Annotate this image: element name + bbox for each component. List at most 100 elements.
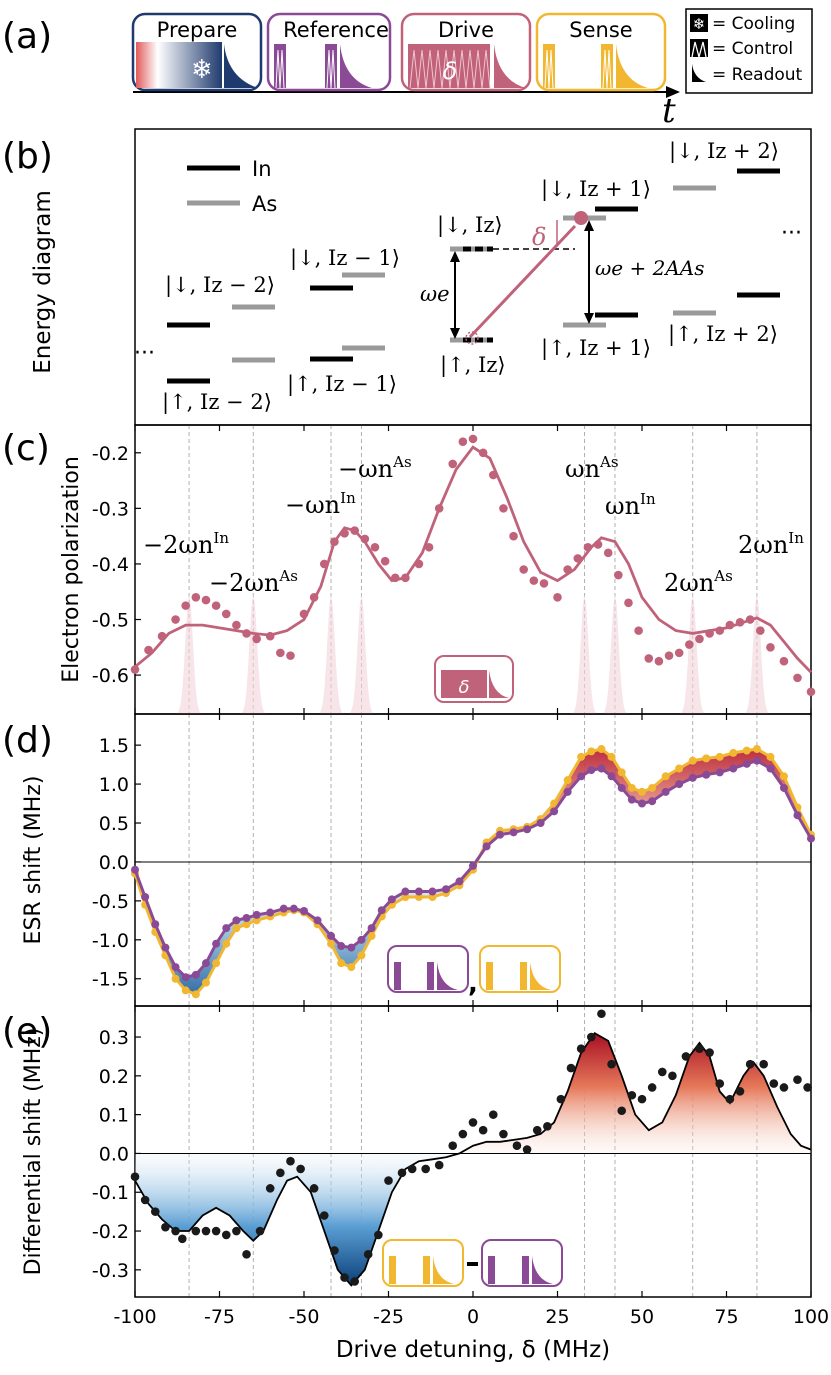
cooling-legend-icon [690, 14, 708, 32]
x-tick-label: -50 [288, 1306, 319, 1328]
state-down-m2: |↓, Iz − 2⟩ [165, 273, 275, 298]
sense-series-point [752, 745, 761, 754]
differential-point [543, 1121, 552, 1131]
sense-series-point [729, 748, 738, 757]
polarization-point [221, 609, 231, 619]
polarization-point [583, 542, 593, 552]
differential-point [363, 1250, 373, 1259]
reference-series-point [779, 783, 788, 792]
panel-e-label: (e) [2, 1011, 52, 1052]
polarization-point [573, 554, 583, 563]
differential-point [512, 1141, 522, 1150]
polarization-point [593, 540, 603, 549]
sense-label: Sense [569, 18, 632, 42]
differential-point [374, 1230, 383, 1240]
polarization-point [370, 542, 380, 552]
x-tick-label: 25 [545, 1306, 569, 1328]
sense-series-point [171, 974, 180, 983]
differential-point [627, 1090, 637, 1100]
reference-series-point [597, 764, 606, 773]
polarization-point [265, 631, 275, 641]
reference-series-point [266, 908, 275, 917]
x-tick-label: 50 [630, 1306, 654, 1328]
polarization-point [509, 531, 518, 541]
reference-series-point [752, 756, 761, 765]
state-down-0: |↓, Iz⟩ [437, 213, 503, 238]
y-tick-label: 0.2 [99, 1066, 129, 1088]
polarization-point [252, 634, 261, 644]
differential-point [150, 1207, 160, 1216]
reference-series-point [577, 772, 586, 781]
polarization-fit-line [134, 445, 813, 674]
sense-series-point [617, 768, 626, 777]
resonance-peak [239, 594, 267, 714]
state-down-m1: |↓, Iz − 1⟩ [290, 246, 400, 271]
panel-b: (b) Energy diagram In As [2, 128, 812, 426]
sense-series-point [232, 924, 241, 933]
peak-label: −2ωnAs [209, 567, 298, 597]
polarization-point [468, 434, 478, 444]
polarization-point [458, 437, 468, 446]
reference-series-point [428, 887, 437, 896]
reference-series-point [742, 759, 751, 768]
drive-arrow [468, 224, 577, 339]
reference-series-point [289, 904, 298, 913]
polarization-point [539, 579, 549, 588]
reference-series-point [648, 797, 657, 806]
y-tick-label: 1.5 [99, 735, 129, 757]
reference-series-point [222, 924, 231, 933]
reference-series-point [401, 887, 410, 896]
x-axis-label: Drive detuning, δ (MHz) [336, 1337, 610, 1363]
reference-series-point [212, 939, 221, 948]
differential-point [265, 1184, 275, 1193]
reference-series-point [141, 892, 150, 901]
sense-series-point [181, 986, 190, 995]
legend-control: = Control [712, 39, 793, 59]
differential-point [171, 1226, 180, 1236]
differential-fit-line [134, 1032, 812, 1287]
polarization-point [340, 529, 349, 538]
polarization-point [171, 615, 180, 624]
reference-series-point [191, 970, 200, 979]
differential-point [607, 1059, 616, 1069]
svg-text:δ: δ [458, 677, 469, 698]
omega-e-2a-arrowhead-bottom [584, 313, 594, 324]
peak-label: ωnAs [565, 453, 619, 483]
sense-series-point [675, 764, 684, 773]
polarization-point [715, 626, 725, 635]
differential-point [309, 1184, 319, 1193]
polarization-point [634, 626, 643, 635]
polarization-point [779, 656, 789, 666]
differential-point [647, 1083, 657, 1092]
sense-series-line [133, 747, 813, 997]
differential-point [735, 1087, 745, 1096]
y-tick-label: -0.6 [92, 665, 129, 687]
differential-point [448, 1141, 458, 1150]
polarization-point [299, 609, 309, 619]
differential-point [340, 1273, 349, 1282]
differential-point [499, 1129, 508, 1139]
state-up-m1: |↑, Iz − 1⟩ [287, 372, 397, 397]
omega-e-arrowhead-bottom [450, 328, 460, 339]
differential-point [715, 1079, 725, 1088]
polarization-point [360, 534, 370, 544]
reference-series-point [279, 904, 288, 913]
sense-series-point [715, 752, 724, 761]
reference-series-point [242, 914, 251, 923]
sense-series-point [742, 746, 751, 755]
y-tick-label: 1.0 [99, 774, 129, 796]
drive-block: δ Drive [400, 12, 532, 92]
reference-series-point [688, 773, 697, 782]
state-down-p1: |↓, Iz + 1⟩ [541, 177, 651, 202]
polarization-point [735, 617, 745, 627]
reference-series-point [347, 943, 356, 952]
x-tick-label: -100 [113, 1306, 156, 1328]
polarization-point [232, 620, 241, 630]
sense-series-point [367, 931, 376, 940]
polarization-point [674, 648, 684, 658]
sense-series-point [779, 772, 788, 781]
sense-series-point [242, 920, 251, 929]
time-axis-arrow [666, 86, 680, 98]
differential-point [681, 1052, 691, 1061]
